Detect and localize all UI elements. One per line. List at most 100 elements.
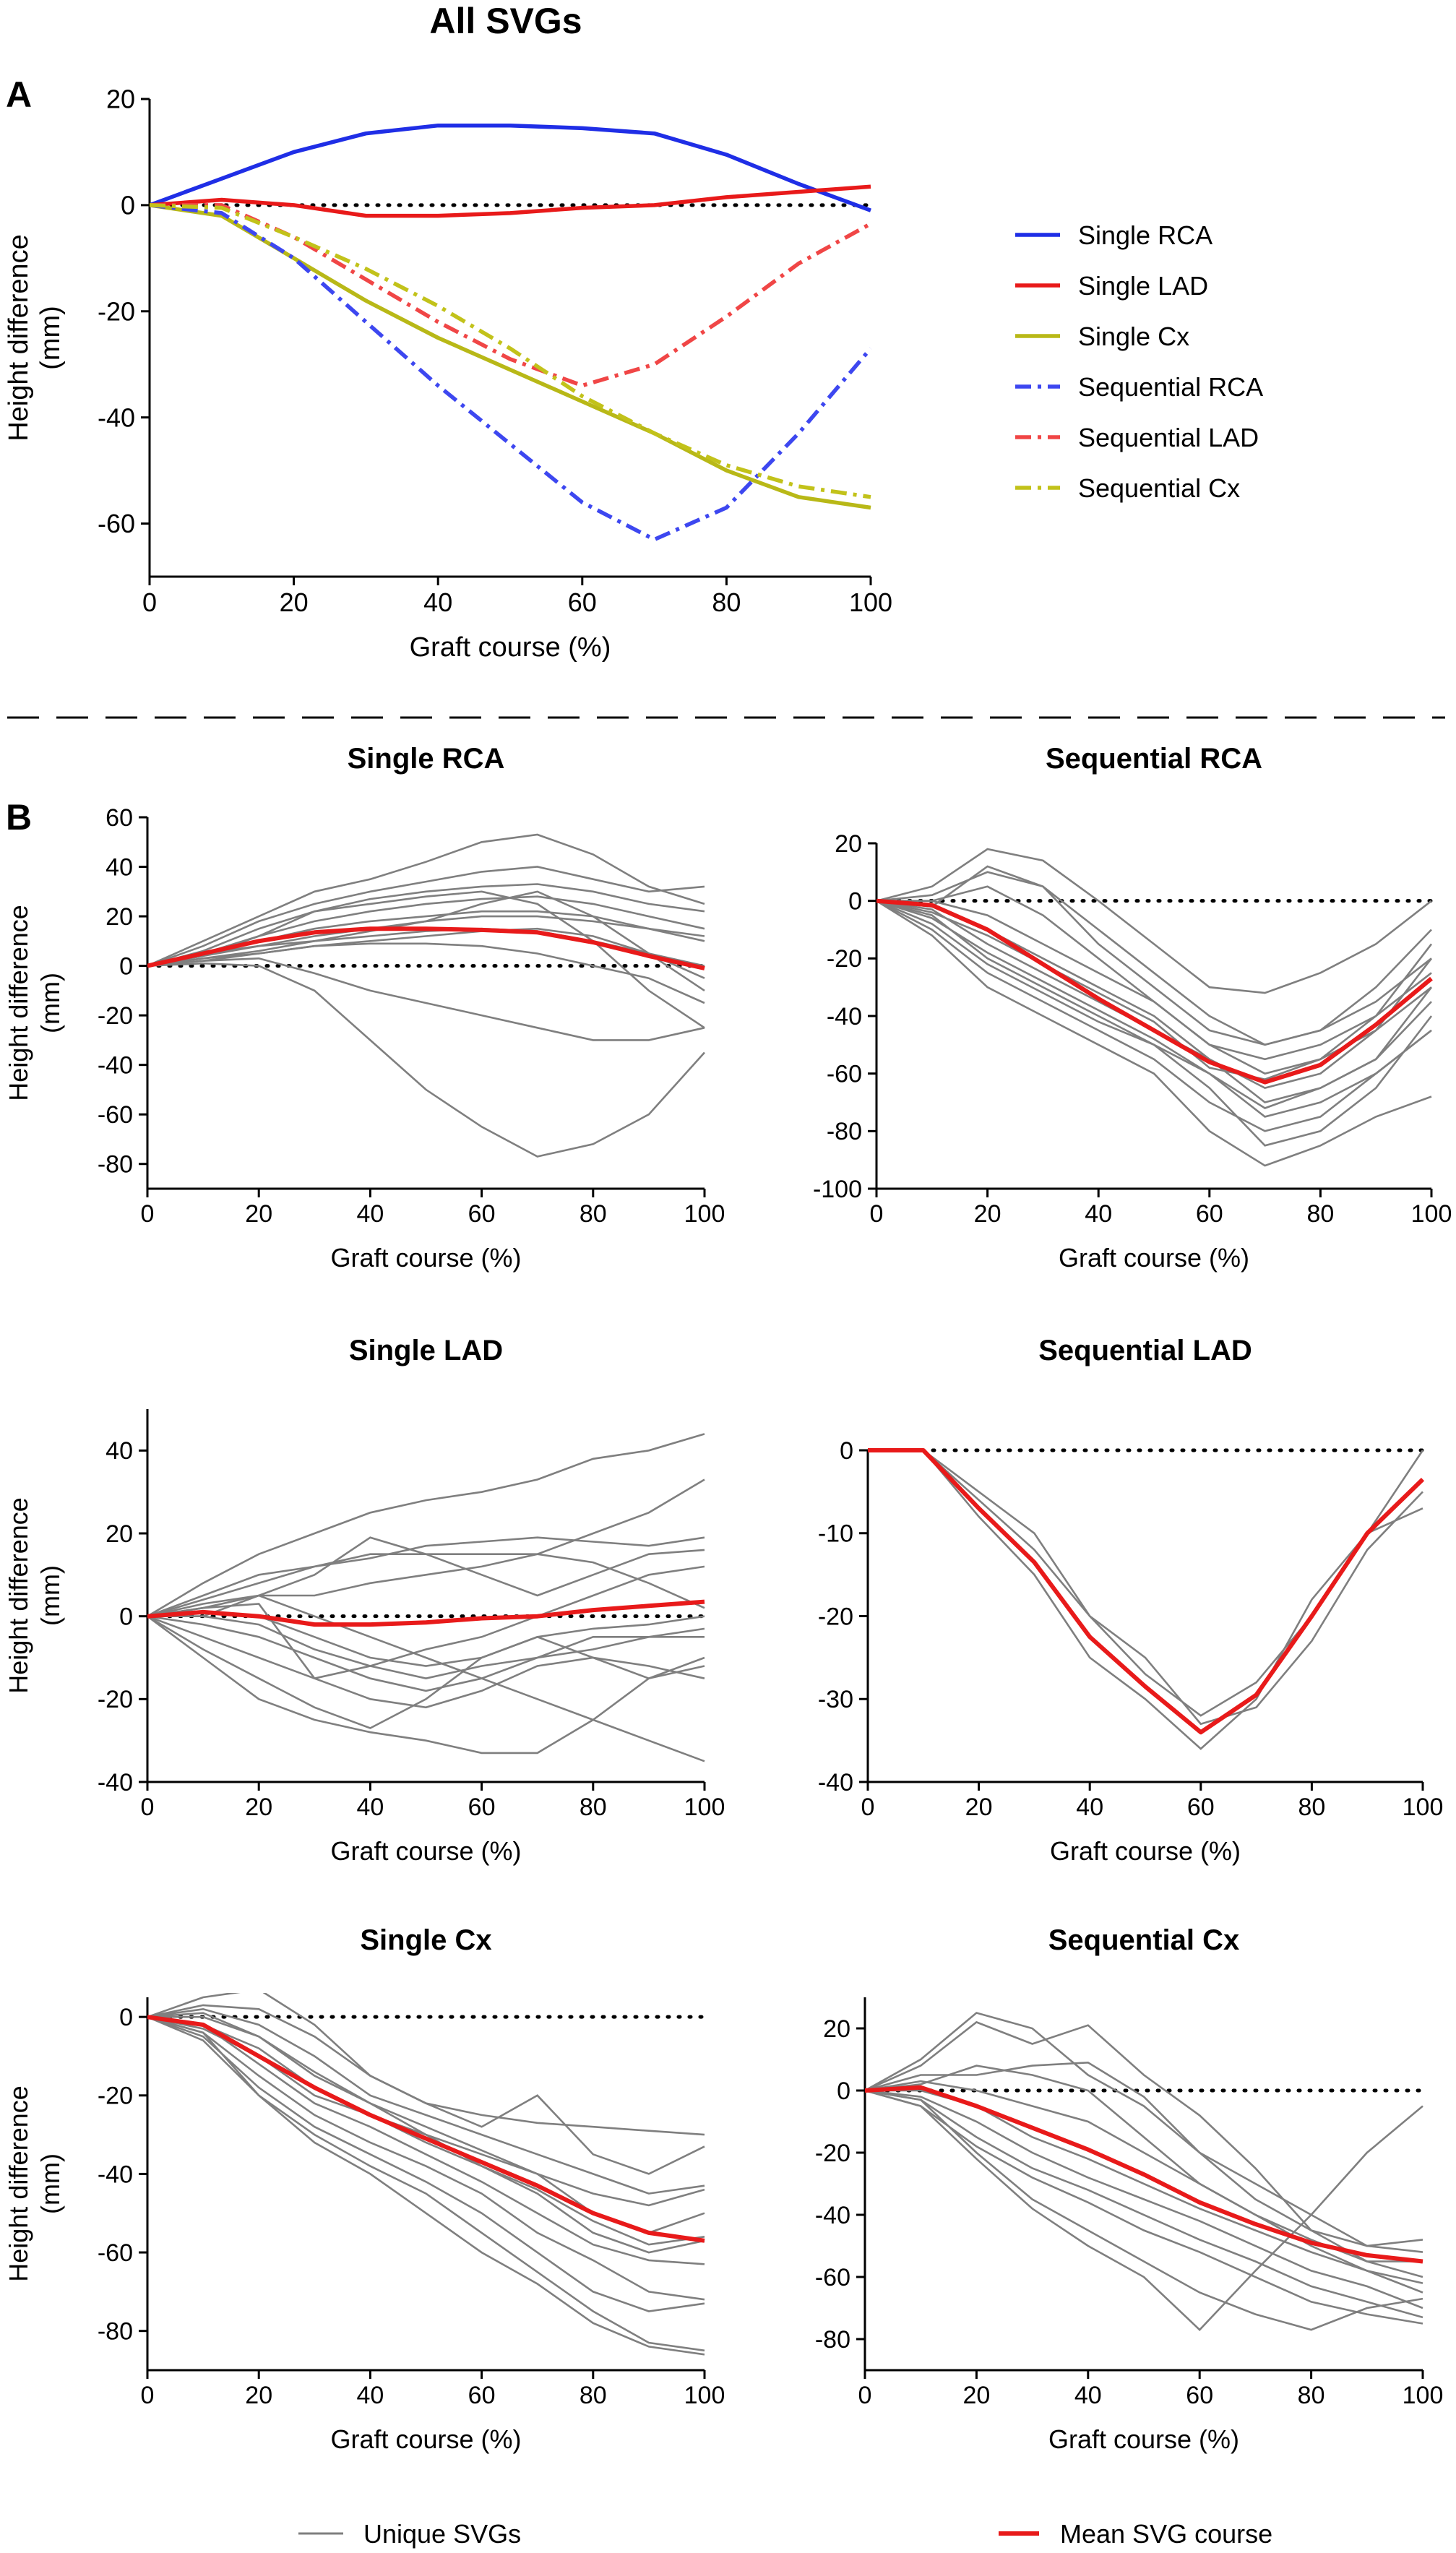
y-axis-label: (mm)	[35, 1565, 65, 1626]
y-tick-label: -80	[827, 1118, 862, 1145]
x-tick-label: 20	[245, 1794, 272, 1821]
chart-sequential-rca: Sequential RCA 0 20 40 60 80 100 -100 -80 -60 -40 -…	[813, 743, 1452, 1273]
legend-label: Single RCA	[1078, 220, 1212, 250]
x-tick-label: 100	[684, 1200, 725, 1228]
unique-svg-line	[876, 865, 1432, 1046]
y-tick-label: -60	[98, 509, 135, 538]
unique-svg-line	[147, 957, 705, 1041]
x-tick-label: 40	[1085, 1200, 1112, 1228]
x-tick-label: 100	[1403, 1794, 1444, 1821]
legend-label: Mean SVG course	[1060, 2519, 1272, 2549]
x-tick-label: 60	[568, 587, 597, 617]
unique-svg-line	[865, 2089, 1423, 2309]
unique-svg-line	[876, 900, 1432, 1167]
y-tick-label: 0	[837, 2078, 850, 2105]
x-tick-label: 60	[1187, 1794, 1215, 1821]
y-tick-label: 0	[119, 2004, 133, 2031]
x-tick-label: 60	[468, 1200, 496, 1228]
y-tick-label: 40	[105, 1437, 133, 1465]
x-tick-label: 40	[356, 1200, 384, 1228]
y-tick-label: 20	[105, 1520, 133, 1548]
chart-title: Single RCA	[348, 743, 505, 775]
y-tick-label: 20	[106, 85, 135, 114]
x-tick-label: 40	[1074, 2382, 1102, 2409]
mean-svg-line	[147, 2015, 705, 2243]
mean-svg-line	[865, 2085, 1423, 2264]
y-tick-label: -80	[815, 2326, 850, 2354]
x-tick-label: 60	[1186, 2382, 1213, 2409]
unique-svg-line	[147, 2015, 705, 2301]
unique-svg-line	[147, 942, 705, 1004]
plot-area	[150, 123, 873, 542]
series-line-single-lad	[150, 184, 871, 218]
y-tick-label: -100	[813, 1176, 862, 1203]
legend-label: Unique SVGs	[363, 2519, 521, 2549]
x-tick-label: 60	[468, 1794, 496, 1821]
x-tick-label: 20	[280, 587, 309, 617]
unique-svg-line	[868, 1449, 1423, 1717]
legend-label: Single Cx	[1078, 322, 1189, 351]
unique-svg-line	[876, 848, 1432, 994]
unique-svg-line	[147, 1553, 705, 1617]
unique-svg-line	[865, 2089, 1423, 2331]
x-tick-label: 20	[965, 1794, 993, 1821]
y-tick-label: -30	[818, 1686, 853, 1713]
y-axis-label: Height difference	[4, 234, 34, 442]
plot-area	[865, 2012, 1425, 2331]
plot-area	[147, 1433, 707, 1762]
x-tick-label: 80	[580, 2382, 607, 2409]
unique-svg-line	[876, 900, 1433, 1147]
y-tick-label: 0	[840, 1437, 853, 1465]
x-tick-label: 80	[712, 587, 741, 617]
x-tick-label: 0	[142, 587, 157, 617]
chart-title: Sequential LAD	[1038, 1335, 1252, 1366]
legend-label: Single LAD	[1078, 271, 1208, 301]
x-tick-label: 0	[141, 1794, 155, 1821]
chart-title: Single Cx	[360, 1924, 491, 1956]
unique-svg-line	[147, 2012, 705, 2246]
unique-svg-line	[147, 2015, 705, 2207]
unique-svg-line	[865, 2061, 1423, 2253]
unique-svg-line	[147, 1615, 705, 1680]
chart-all: 0 20 40 60 80 100 -60 -40 -20 0 20 Graft course (%)…	[4, 85, 892, 663]
legend-bottom: Unique SVGs Mean SVG course	[298, 2519, 1272, 2549]
unique-svg-line	[865, 2089, 1423, 2319]
unique-svg-line	[147, 1615, 705, 1755]
x-tick-label: 40	[1076, 1794, 1103, 1821]
unique-svg-line	[147, 2016, 705, 2352]
plot-area	[868, 1448, 1425, 1750]
x-tick-label: 0	[858, 2382, 872, 2409]
y-axis-label: (mm)	[35, 973, 65, 1033]
unique-svg-line	[147, 890, 705, 979]
y-tick-label: -60	[827, 1061, 862, 1088]
unique-svg-line	[147, 2015, 705, 2265]
y-tick-label: 0	[119, 1603, 133, 1631]
unique-svg-line	[147, 2004, 705, 2175]
y-tick-label: -10	[818, 1520, 853, 1548]
x-tick-label: 80	[1298, 2382, 1325, 2409]
plot-area	[147, 833, 707, 1158]
unique-svg-line	[865, 2089, 1423, 2331]
y-tick-label: -40	[98, 2161, 133, 2188]
chart-sequential-cx: Sequential Cx 0 20 40 60 80 100 -80 -60 -40 -20 0 20…	[815, 1924, 1444, 2454]
mean-svg-line	[147, 926, 705, 970]
y-tick-label: 20	[823, 2015, 850, 2043]
x-tick-label: 100	[684, 2382, 725, 2409]
unique-svg-line	[876, 885, 1432, 1061]
legend-label: Sequential Cx	[1078, 473, 1240, 503]
y-tick-label: -40	[818, 1769, 853, 1796]
unique-svg-line	[147, 866, 705, 967]
unique-svg-line	[147, 2007, 705, 2195]
unique-svg-line	[865, 2020, 1423, 2263]
y-tick-label: -60	[98, 1101, 133, 1129]
unique-svg-line	[147, 1536, 705, 1617]
mean-svg-line	[876, 898, 1433, 1085]
x-axis-label: Graft course (%)	[330, 1243, 521, 1273]
series-line-single-cx	[150, 203, 871, 510]
y-tick-label: -20	[818, 1603, 853, 1630]
panel-label-b: B	[6, 797, 32, 838]
y-tick-label: 20	[835, 830, 862, 858]
unique-svg-line	[147, 1615, 705, 1692]
x-tick-label: 20	[962, 2382, 990, 2409]
charts-layer: 0 20 40 60 80 100 -60 -40 -20 0 20 Graft course (%)…	[4, 85, 1452, 2454]
